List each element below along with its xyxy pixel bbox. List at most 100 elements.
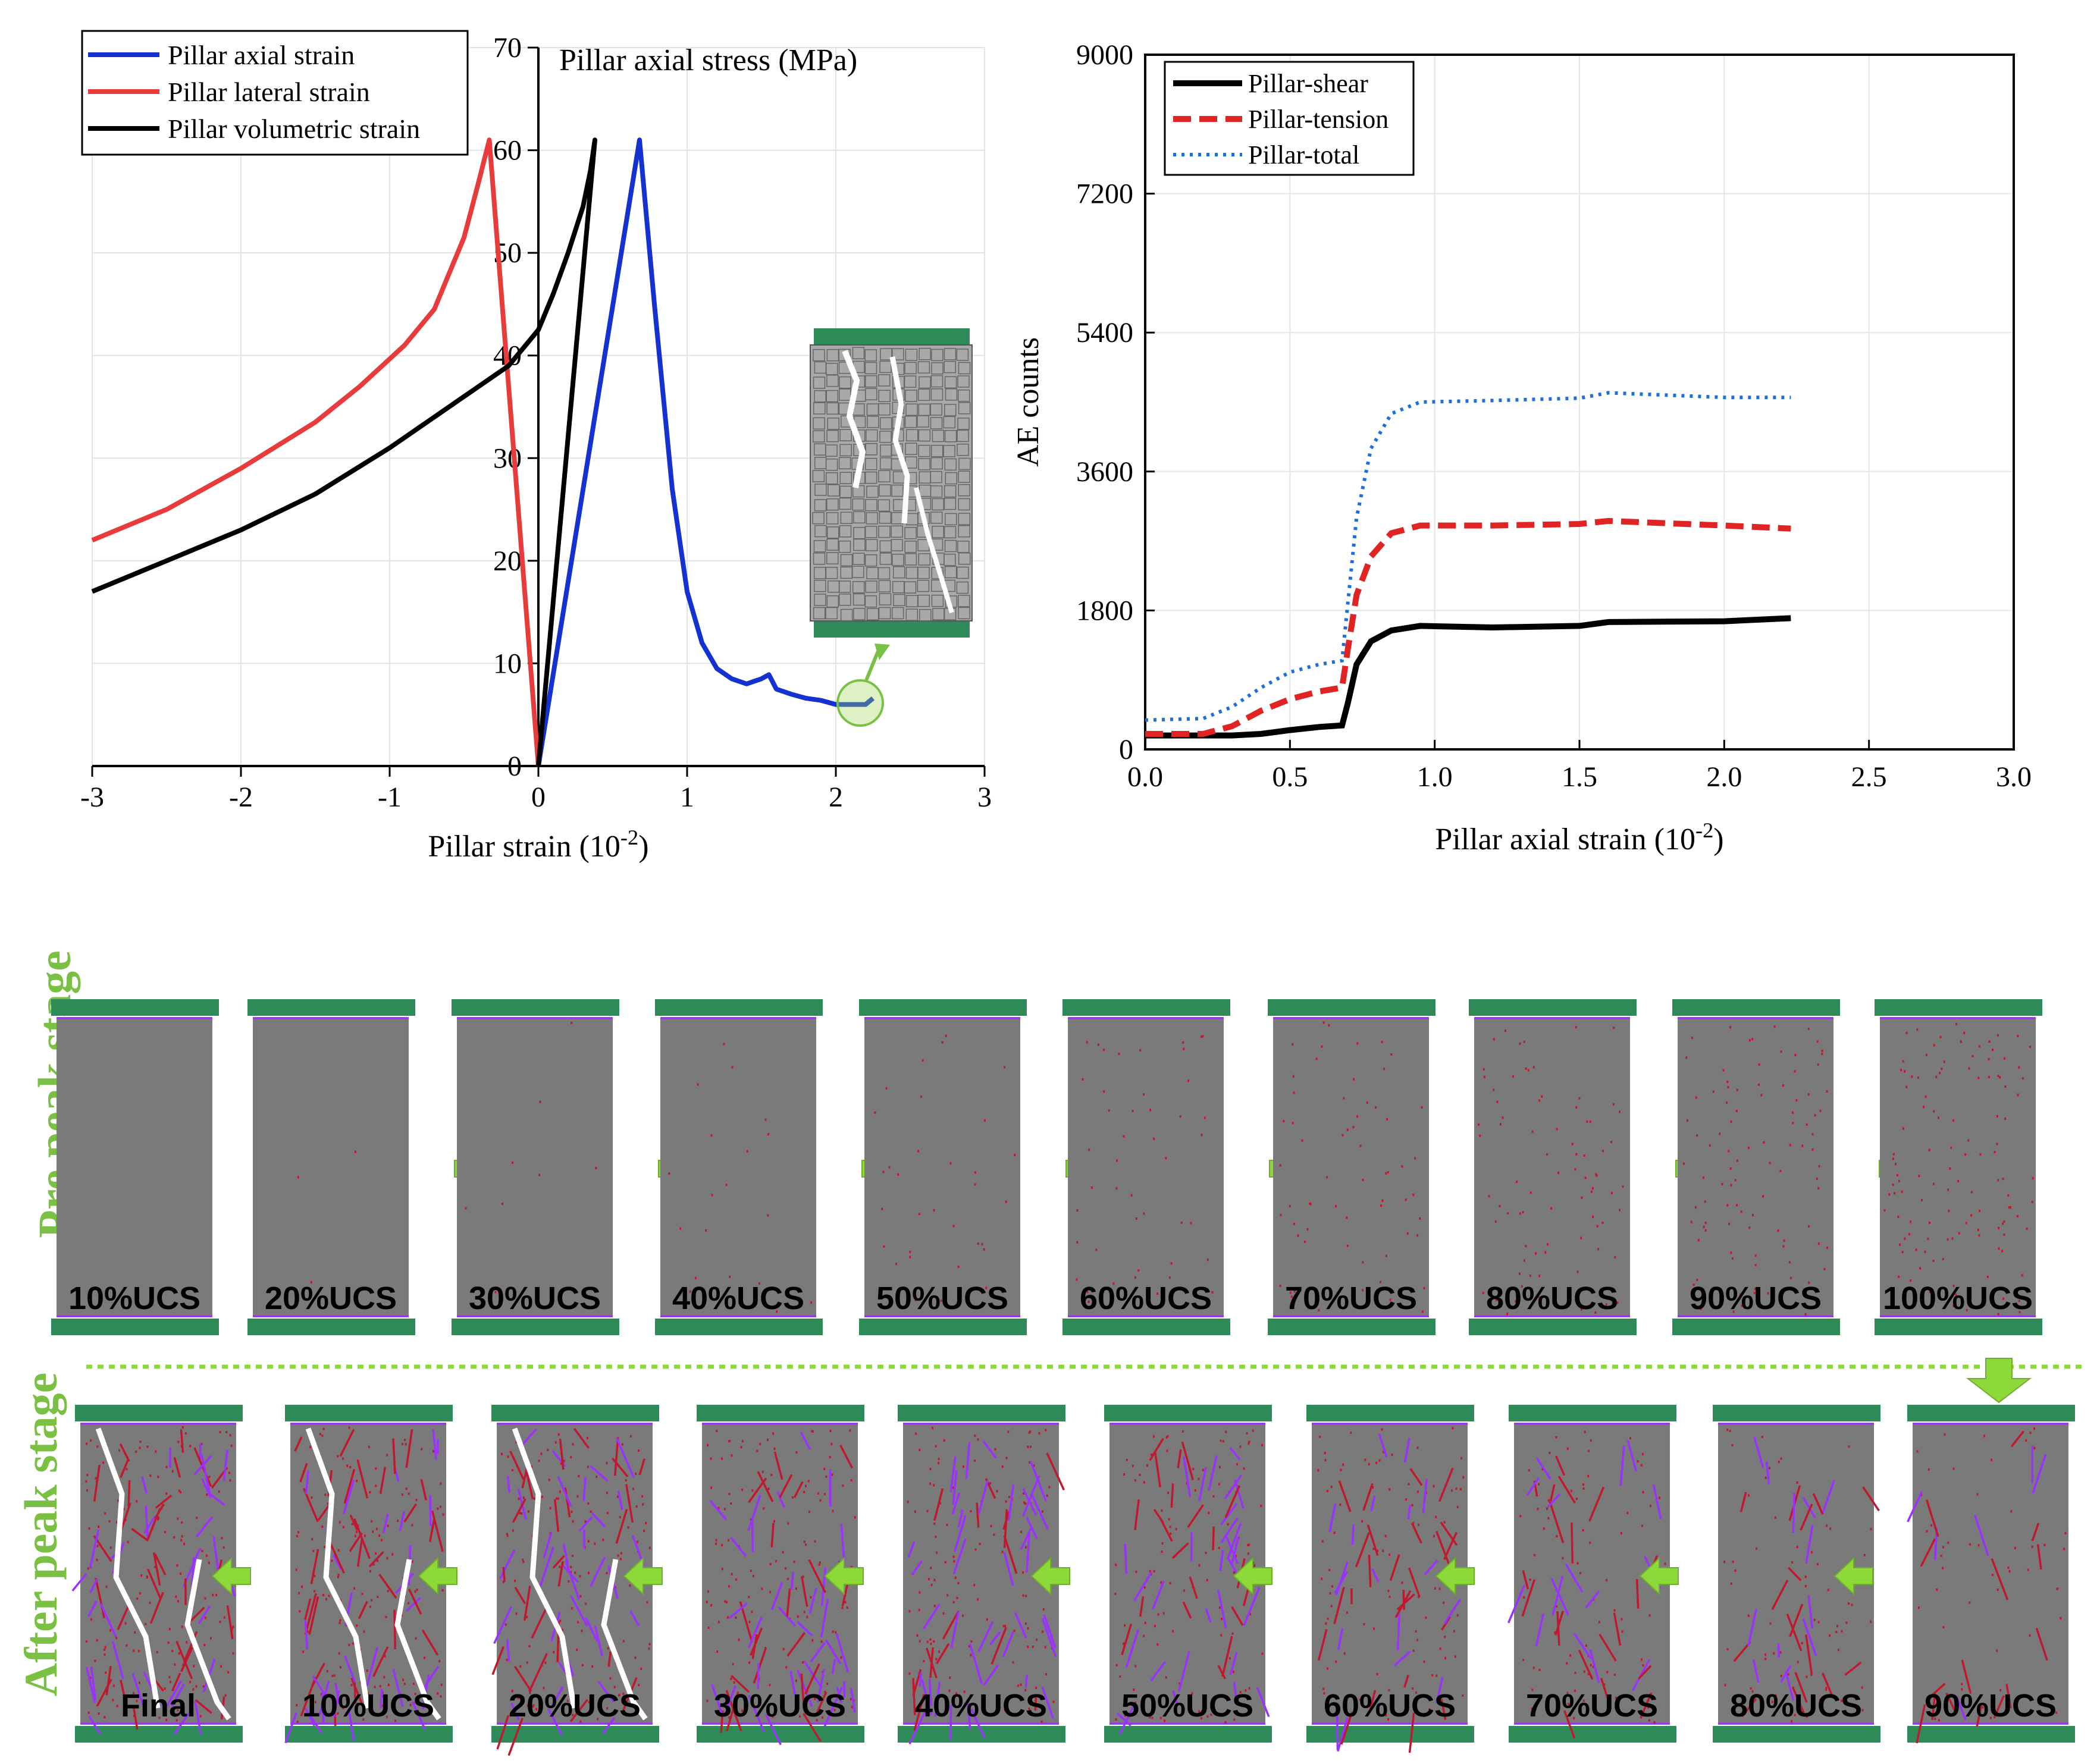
micro-crack [1895,1163,1897,1165]
micro-crack [1522,1659,1524,1661]
micro-crack [1582,1483,1584,1486]
micro-crack [606,1462,608,1464]
micro-crack [1797,1661,1799,1663]
micro-crack [1293,1091,1295,1094]
micro-crack [415,1499,417,1501]
micro-crack [442,1589,444,1592]
micro-crack [519,1665,521,1668]
micro-crack [1751,1038,1753,1040]
micro-crack [1204,1117,1206,1119]
y-tick-label: 3600 [1076,456,1133,488]
micro-crack [767,1439,769,1441]
micro-crack [1493,1038,1495,1040]
micro-crack [730,1678,732,1680]
micro-crack [1685,1056,1687,1059]
micro-crack [946,1594,948,1596]
micro-crack [930,1639,932,1641]
micro-crack [1721,1183,1723,1185]
micro-crack [157,1518,159,1521]
micro-crack [1898,1276,1900,1278]
micro-crack [970,1510,971,1512]
micro-crack [1629,1437,1631,1439]
micro-crack [1321,1046,1322,1048]
micro-crack [1848,1602,1850,1605]
micro-crack [168,1641,170,1644]
micro-crack [1233,1671,1234,1673]
micro-crack [1425,1617,1427,1619]
micro-crack [1582,1529,1584,1531]
micro-crack [1929,1222,1930,1224]
micro-crack [1969,1543,1971,1546]
micro-crack [1947,1542,1949,1544]
micro-crack [1408,1483,1409,1485]
micro-crack [629,1584,631,1587]
micro-crack [1598,1621,1600,1623]
micro-crack [1941,1068,1942,1070]
micro-crack [1386,1255,1387,1257]
top-platen [75,1405,243,1421]
micro-crack [225,1431,227,1433]
micro-crack [1443,1602,1444,1604]
x-axis-title: Pillar axial strain (10-2) [1435,818,1723,856]
micro-crack [1728,1150,1729,1152]
micro-crack [1597,1248,1599,1250]
micro-crack [548,1479,550,1481]
micro-crack [595,1167,597,1169]
micro-crack [1153,1138,1155,1140]
micro-crack [135,1451,137,1453]
micro-crack [931,1584,933,1586]
micro-crack [1592,1216,1594,1218]
inset-bottom-platen [814,621,970,638]
micro-crack [1575,1026,1577,1028]
micro-crack [933,1523,935,1525]
micro-crack [1388,1488,1390,1490]
micro-crack [350,1684,352,1686]
specimen-body [1474,1017,1630,1317]
micro-crack [787,1578,789,1580]
micro-crack [1103,1090,1105,1093]
specimen: 90%UCS [1907,1405,2075,1743]
micro-crack [1703,1176,1704,1179]
micro-crack [1894,1192,1895,1194]
crack-segment [430,1495,431,1526]
x-tick-label: -1 [378,781,402,813]
specimen: 90%UCS [1672,999,1840,1335]
micro-crack [1166,1449,1168,1452]
micro-crack [1350,1432,1352,1434]
micro-crack [1944,1060,1945,1063]
micro-crack [572,1443,574,1445]
micro-crack [538,1174,540,1176]
micro-crack [1405,1498,1407,1501]
micro-crack [512,1530,514,1532]
micro-crack [1828,1589,1829,1591]
micro-crack [227,1671,229,1674]
micro-crack [1970,1214,1972,1216]
micro-crack [1219,1466,1221,1468]
micro-crack [831,1474,833,1476]
micro-crack [140,1574,142,1577]
micro-crack [157,1476,159,1478]
micro-crack [1826,1524,1828,1527]
micro-crack [1418,1524,1419,1526]
micro-crack [1952,1237,1954,1239]
x-tick-label: 2.5 [1851,761,1887,793]
micro-crack [970,1640,972,1643]
micro-crack [1917,1076,1919,1079]
micro-crack [1732,1561,1734,1563]
micro-crack [738,1639,739,1641]
micro-crack [1923,1106,1925,1108]
micro-crack [1180,1115,1181,1118]
micro-crack [1236,1463,1238,1465]
micro-crack [1773,1652,1775,1655]
micro-crack [909,1672,911,1675]
micro-crack [773,1448,775,1450]
micro-crack [986,1618,988,1621]
micro-crack [1642,1664,1644,1666]
micro-crack [1892,1184,1894,1186]
micro-crack [716,1539,717,1542]
micro-crack [1723,1069,1725,1071]
micro-crack [595,1476,597,1478]
micro-crack [1115,1187,1117,1189]
micro-crack [1637,1460,1639,1462]
micro-crack [1512,1075,1514,1078]
